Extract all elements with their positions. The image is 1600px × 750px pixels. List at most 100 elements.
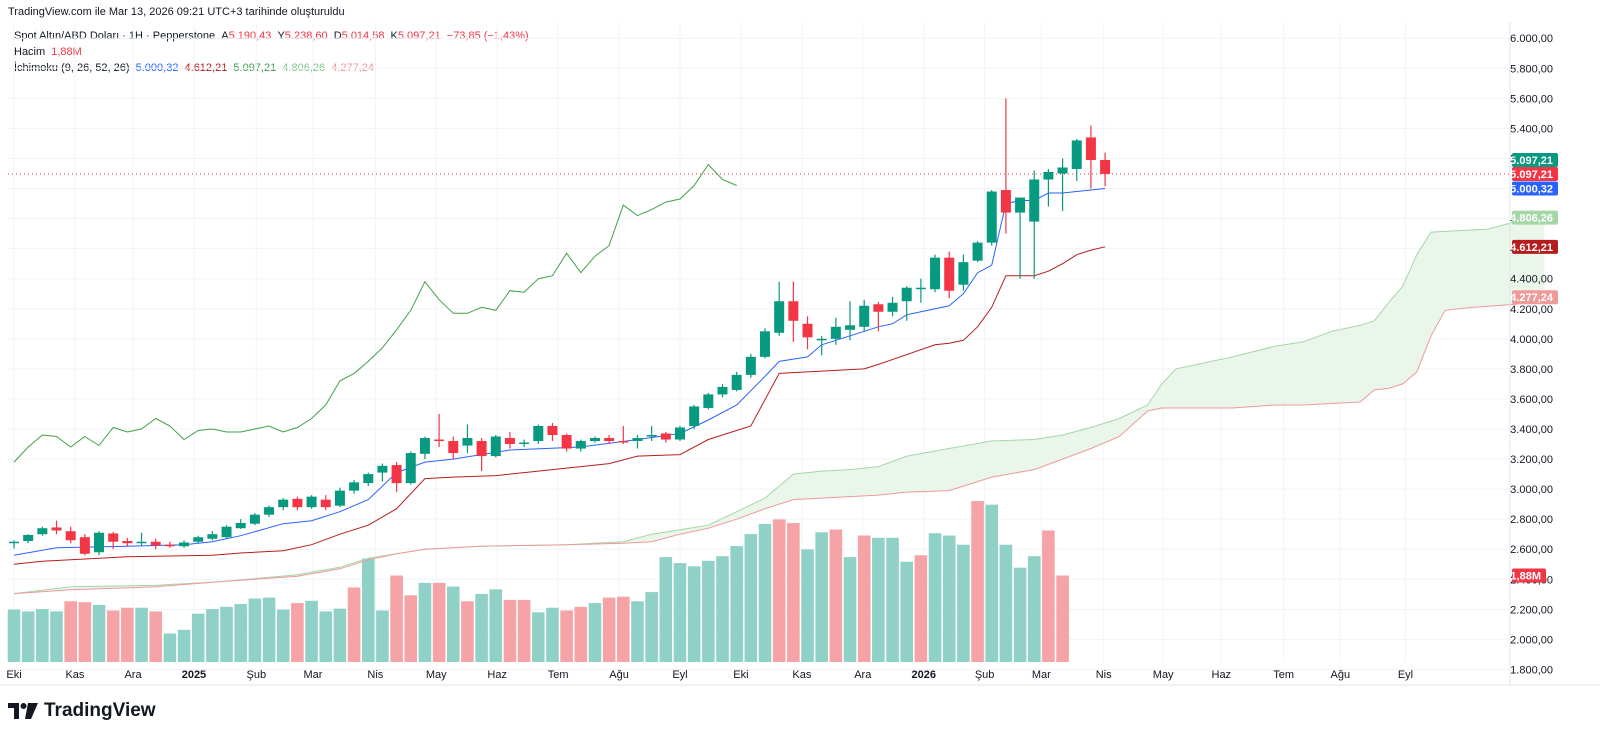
candle [873,302,884,332]
ichimoku-base-line [13,246,1106,565]
high-value: 5.238,60 [284,30,328,42]
candle [816,335,827,356]
volume-bar [985,504,999,662]
candle-body [334,490,345,506]
candle [207,531,218,541]
price-axis-label: 3.600,00 [1510,394,1553,406]
volume-bar [531,612,545,662]
candle-body [462,438,473,446]
volume-bar [645,592,658,662]
volume-label[interactable]: Hacim [14,46,46,58]
candle [349,480,360,494]
price-tag-label: 4.806,26 [1510,213,1553,225]
volume-bar [886,537,899,662]
candle [1100,152,1111,187]
candle [887,296,898,317]
candle [944,251,955,299]
change-value: −73,85 (−1,43%) [446,30,529,42]
volume-bar [220,606,233,662]
candle [150,538,161,550]
candle-body [915,287,926,290]
candle [334,487,345,508]
candle-body [235,522,246,529]
candle-body [476,441,487,457]
candle [660,432,671,443]
legend-symbol-row[interactable]: Spot Altın/ABD Doları · 1H · Pepperstone… [14,28,529,44]
symbol-name[interactable]: Spot Altın/ABD Doları · 1H · Pepperstone [14,30,216,42]
candle [1071,138,1082,182]
candle-body [193,537,204,542]
candle-body [221,526,232,538]
volume-bars [7,501,1069,662]
price-axis-label: 2.600,00 [1510,544,1553,556]
tradingview-logo[interactable]: TradingView [8,700,156,722]
time-axis-label: Eyl [672,669,687,681]
high-label: Y [277,30,285,42]
time-axis-label: Mar [1032,669,1051,681]
candle [717,383,728,398]
candle [604,435,615,445]
candle [859,299,870,332]
candle-body [547,425,558,436]
candle [94,531,105,556]
candle-body [150,541,161,546]
price-axis-label: 3.000,00 [1510,484,1553,496]
volume-bar [631,601,644,662]
time-axis-label: Ağu [609,669,629,681]
price-axis-label: 4.000,00 [1510,334,1553,346]
candle [448,436,459,460]
volume-bar [744,534,758,662]
volume-bar [319,611,333,662]
candle-body [264,507,275,515]
price-tag: 5.097,21 [1510,152,1558,167]
price-tag: 4.806,26 [1510,210,1558,225]
candle-body [930,257,941,290]
candle [760,328,771,359]
candle-body [65,531,76,541]
volume-bar [687,566,701,662]
volume-bar [191,613,205,662]
volume-bar [758,524,772,662]
price-axis-label: 3.800,00 [1510,364,1553,376]
candle-body [802,323,813,338]
candle [703,392,714,410]
ichimoku-cloud [14,217,1545,594]
volume-bar [617,596,630,662]
candle-body [604,438,615,442]
volume-bar [390,575,403,662]
time-axis-label: Şub [247,669,267,681]
time-axis-label: Tem [1273,669,1294,681]
candle [278,498,289,511]
volume-bar [957,544,970,662]
volume-bar [517,599,531,662]
candle-body [618,441,629,443]
candle-body [774,301,785,333]
volume-bar [78,602,92,662]
volume-bar [163,633,177,662]
time-axis-label: Haz [1212,669,1232,681]
time-axis-label: Nis [1096,669,1112,681]
candle [1000,98,1011,234]
volume-bar [815,532,828,662]
volume-bar [404,595,418,662]
candle-body [873,304,884,312]
candle [65,526,76,544]
candle-body [377,465,388,473]
price-axis-label: 4.400,00 [1510,274,1553,286]
candle [930,254,941,293]
volume-bar [248,598,262,662]
price-tags: 5.097,21 5.097,21 5.000,32 4.806,26 4.612,21… [1510,152,1558,305]
candle-body [674,427,685,440]
volume-bar [361,558,375,662]
candle [405,451,416,485]
time-axis-label: Şub [975,669,995,681]
legend-volume-row[interactable]: Hacim 1,88M [14,44,529,60]
candle-body [278,499,289,508]
price-tag-label: 5.097,21 [1510,169,1553,181]
open-value: 5.190,43 [228,30,272,42]
candle-body [292,498,303,508]
price-axis-label: 2.800,00 [1510,514,1553,526]
volume-bar [461,601,474,662]
volume-bar [1056,575,1069,662]
